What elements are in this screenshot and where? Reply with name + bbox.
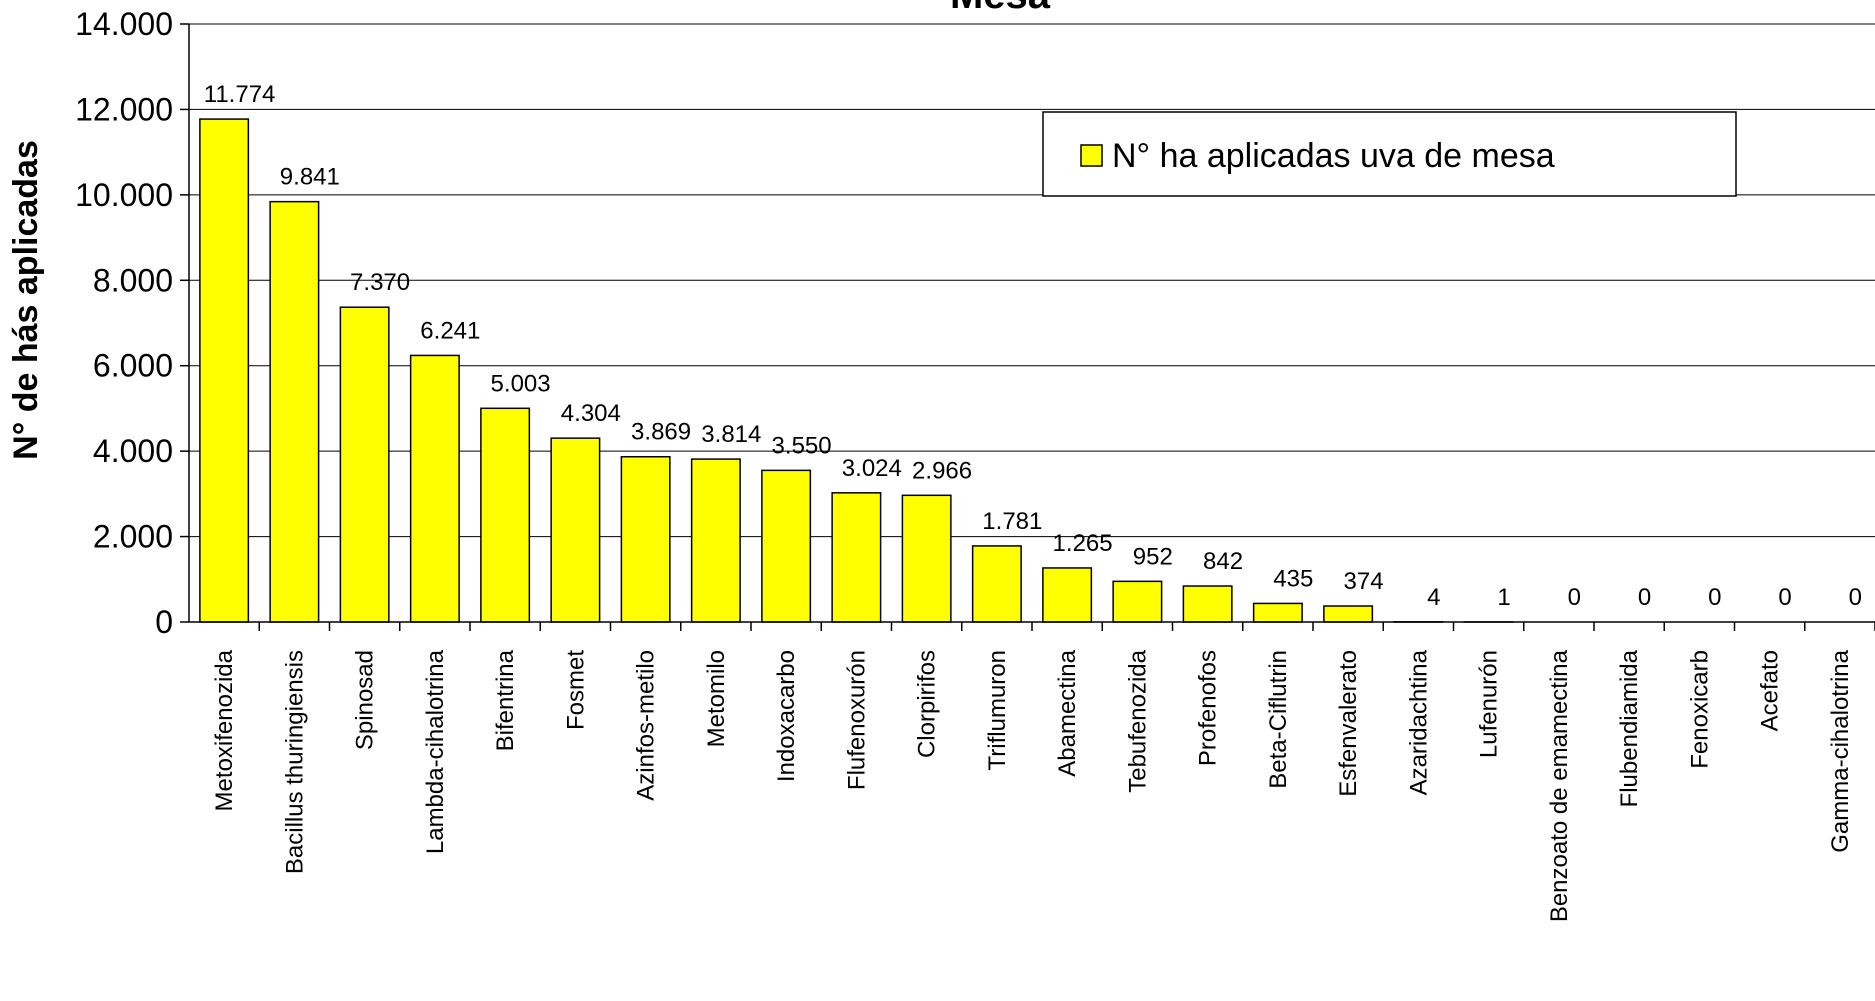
category-label: Acefato: [1757, 650, 1784, 731]
data-label: 0: [1568, 584, 1581, 611]
category-label: Azaridachtina: [1405, 649, 1432, 795]
bar: [339, 306, 390, 623]
category-label: Beta-Ciflutrin: [1265, 650, 1292, 789]
bar: [690, 458, 741, 623]
category-label: Bifentrina: [492, 649, 519, 751]
category-label: Gamma-cihalotrina: [1827, 649, 1854, 852]
bars-group: [199, 118, 1514, 623]
y-tick-label: 8.000: [93, 262, 173, 298]
category-label: Fosmet: [562, 650, 589, 730]
category-label: Spinosad: [352, 650, 379, 750]
data-label: 0: [1708, 584, 1721, 611]
chart-title: Mesa: [950, 0, 1051, 17]
y-tick-label: 2.000: [93, 519, 173, 555]
data-label: 374: [1344, 568, 1384, 595]
bar: [971, 545, 1022, 623]
category-label: Flufenoxurón: [843, 650, 870, 790]
category-label: Profenofos: [1195, 650, 1222, 766]
bar: [269, 200, 320, 623]
legend-box: [1042, 111, 1737, 197]
category-label: Clorpirifos: [914, 650, 941, 758]
bar: [831, 492, 882, 623]
category-labels: Metoxifenozida Bacillus thuringiensis Spin…: [211, 649, 1854, 922]
category-label: Fenoxicarb: [1686, 650, 1713, 769]
data-label: 7.370: [350, 269, 410, 296]
data-label: 4.304: [561, 400, 621, 427]
data-label: 3.814: [701, 421, 761, 448]
category-label: Bacillus thuringiensis: [281, 650, 308, 874]
data-label: 0: [1638, 584, 1651, 611]
data-label: 0: [1849, 584, 1862, 611]
data-label: 3.869: [631, 419, 691, 446]
y-tick-label: 4.000: [93, 433, 173, 469]
data-label: 4: [1427, 584, 1440, 611]
gridlines: [189, 23, 1875, 538]
data-label: 9.841: [280, 164, 340, 191]
category-label: Triflumuron: [984, 650, 1011, 770]
category-label: Esfenvalerato: [1335, 650, 1362, 797]
bar: [1182, 585, 1233, 623]
data-label: 3.550: [772, 432, 832, 459]
category-label: Metoxifenozida: [211, 649, 238, 811]
category-label: Azinfos-metilo: [633, 650, 660, 801]
category-label: Flubendiamida: [1616, 649, 1643, 807]
category-label: Indoxacarbo: [773, 650, 800, 782]
category-label: Lambda-cihalotrina: [422, 649, 449, 854]
data-label: 842: [1203, 548, 1243, 575]
bar: [1112, 580, 1163, 623]
bar: [409, 354, 460, 623]
data-label: 435: [1273, 565, 1313, 592]
data-label: 2.966: [912, 457, 972, 484]
bar: [550, 437, 601, 623]
data-label: 1.265: [1053, 530, 1113, 557]
data-label: 6.241: [420, 317, 480, 344]
data-label: 1: [1497, 584, 1510, 611]
data-label: 5.003: [491, 370, 551, 397]
legend-swatch: [1080, 144, 1103, 167]
bar: [1252, 602, 1303, 623]
bar: [620, 455, 671, 623]
y-tick-label: 12.000: [75, 91, 173, 127]
category-label: Tebufenozida: [1124, 649, 1151, 792]
bar: [761, 469, 812, 623]
data-label: 1.781: [982, 508, 1042, 535]
bar: [199, 118, 250, 623]
category-label: Metomilo: [703, 650, 730, 747]
y-tick-labels: 0 2.000 4.000 6.000 8.000 10.000 12.000 14.000: [75, 6, 173, 640]
data-label: 3.024: [842, 455, 902, 482]
data-label: 11.774: [204, 81, 276, 108]
y-axis-title: N° de hás aplicadas: [7, 140, 45, 460]
category-label: Abamectina: [1054, 649, 1081, 776]
bar: [901, 494, 952, 623]
bar: [1042, 567, 1093, 623]
bar: [480, 407, 531, 623]
data-labels: 11.774 9.841 7.370 6.241 5.003 4.304 3.869 3.81…: [204, 81, 1862, 611]
y-tick-label: 0: [155, 604, 173, 640]
y-tick-label: 6.000: [93, 348, 173, 384]
data-label: 0: [1778, 584, 1791, 611]
data-label: 952: [1133, 543, 1173, 570]
category-label: Benzoato de emamectina: [1546, 649, 1573, 922]
bar: [1323, 605, 1374, 623]
legend: N° ha aplicadas uva de mesa: [1042, 111, 1737, 197]
y-tick-label: 14.000: [75, 6, 173, 42]
y-tick-label: 10.000: [75, 177, 173, 213]
category-label: Lufenurón: [1476, 650, 1503, 758]
legend-label: N° ha aplicadas uva de mesa: [1112, 137, 1555, 175]
axes-group: [180, 23, 1875, 631]
